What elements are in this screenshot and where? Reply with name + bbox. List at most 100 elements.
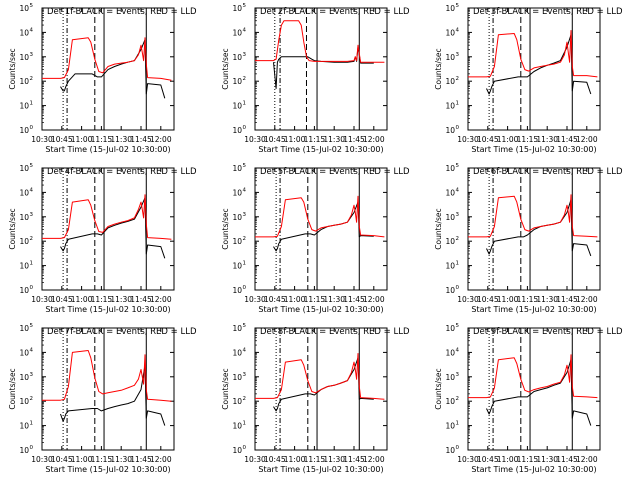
y-tick-label: 105	[19, 323, 33, 333]
x-tick-label: 11:45	[130, 135, 152, 144]
y-tick-exponent: 5	[30, 163, 34, 169]
series-line-lld	[255, 353, 385, 400]
y-tick-label: 105	[232, 3, 246, 13]
series-line-lld	[468, 354, 598, 399]
y-tick-exponent: 0	[30, 445, 34, 451]
y-tick-label: 104	[19, 27, 33, 37]
y-tick-exponent: 5	[243, 163, 247, 169]
y-tick-exponent: 2	[456, 76, 460, 82]
y-tick-label: 103	[19, 52, 33, 62]
series-line-lld	[255, 195, 385, 238]
y-tick-exponent: 0	[456, 285, 460, 291]
y-tick-exponent: 5	[456, 323, 460, 329]
chart-title: Det 3f-BLACK = Events, RED = LLD	[473, 7, 623, 17]
x-tick-label: 11:45	[556, 135, 578, 144]
series-line-lld	[468, 194, 598, 238]
x-axis-label: Start Time (15-Jul-02 10:30:00)	[258, 305, 383, 314]
x-tick-label: 11:15	[304, 135, 326, 144]
y-tick-label: 104	[445, 347, 459, 357]
y-tick-exponent: 5	[30, 3, 34, 9]
y-axis-label: Counts/sec	[8, 208, 17, 249]
x-tick-label: 11:15	[304, 455, 326, 464]
chart-title: Det 8f-BLACK = Events, RED = LLD	[260, 327, 410, 337]
x-tick-label: 10:30	[31, 455, 53, 464]
x-tick-label: 10:30	[244, 455, 266, 464]
series-line-lld	[42, 350, 172, 402]
chart-title: Det 9f-BLACK = Events, RED = LLD	[473, 327, 623, 337]
y-tick-exponent: 5	[243, 3, 247, 9]
x-tick-label: 11:30	[323, 455, 345, 464]
y-tick-label: 104	[19, 347, 33, 357]
y-tick-exponent: 5	[456, 163, 460, 169]
y-tick-label: 102	[19, 236, 33, 246]
y-tick-label: 101	[445, 261, 459, 271]
x-tick-label: 11:30	[110, 455, 132, 464]
x-tick-label: 10:30	[244, 295, 266, 304]
y-tick-exponent: 4	[456, 187, 460, 193]
chart-panel-9: 10:3010:4511:0011:1511:3011:4512:0010010…	[434, 323, 623, 474]
y-tick-label: 101	[232, 261, 246, 271]
y-axis-label: Counts/sec	[221, 368, 230, 409]
y-tick-label: 100	[445, 445, 459, 455]
x-tick-label: 11:45	[343, 295, 365, 304]
plot-frame	[41, 167, 175, 291]
y-tick-exponent: 2	[456, 236, 460, 242]
y-tick-label: 100	[19, 445, 33, 455]
x-tick-label: 11:30	[536, 455, 558, 464]
x-axis-label: Start Time (15-Jul-02 10:30:00)	[45, 145, 170, 154]
x-tick-label: 11:00	[284, 135, 306, 144]
y-tick-label: 100	[445, 125, 459, 135]
y-tick-exponent: 3	[243, 212, 247, 218]
chart-title: Det 4f-BLACK = Events, RED = LLD	[47, 167, 197, 177]
y-tick-exponent: 5	[243, 323, 247, 329]
y-tick-label: 103	[232, 52, 246, 62]
y-tick-label: 100	[19, 125, 33, 135]
series-line-events	[60, 197, 166, 259]
chart-panel-2: 10:3010:4511:0011:1511:3011:4512:0010010…	[221, 3, 410, 154]
y-tick-exponent: 0	[456, 125, 460, 131]
x-tick-label: 11:30	[110, 135, 132, 144]
y-tick-exponent: 3	[456, 52, 460, 58]
x-tick-label: 11:00	[71, 295, 93, 304]
y-tick-label: 102	[232, 76, 246, 86]
plot-frame	[254, 327, 388, 451]
x-tick-label: 10:45	[477, 135, 499, 144]
x-tick-label: 10:30	[457, 455, 479, 464]
x-tick-label: 11:30	[323, 135, 345, 144]
x-tick-label: 12:00	[363, 135, 385, 144]
x-tick-label: 11:45	[343, 135, 365, 144]
x-tick-label: 11:45	[130, 455, 152, 464]
x-tick-label: 11:00	[71, 135, 93, 144]
chart-title: Det 2f-BLACK = Events, RED = LLD	[260, 7, 410, 17]
x-tick-label: 11:15	[91, 295, 113, 304]
y-axis-label: Counts/sec	[221, 208, 230, 249]
y-tick-label: 104	[232, 187, 246, 197]
y-tick-exponent: 3	[243, 372, 247, 378]
x-tick-label: 12:00	[363, 455, 385, 464]
y-tick-label: 101	[232, 101, 246, 111]
x-tick-label: 11:15	[304, 295, 326, 304]
x-tick-label: 11:15	[517, 295, 539, 304]
series-line-events	[60, 39, 166, 99]
x-tick-label: 12:00	[150, 295, 172, 304]
chart-title: Det 5f-BLACK = Events, RED = LLD	[260, 167, 410, 177]
y-tick-label: 101	[445, 101, 459, 111]
plot-frame	[467, 7, 601, 131]
y-tick-exponent: 4	[456, 347, 460, 353]
y-tick-label: 104	[232, 347, 246, 357]
x-tick-label: 12:00	[363, 295, 385, 304]
y-tick-exponent: 3	[456, 372, 460, 378]
y-tick-exponent: 1	[243, 421, 247, 427]
y-tick-exponent: 0	[30, 125, 34, 131]
y-axis-label: Counts/sec	[8, 48, 17, 89]
y-tick-exponent: 1	[30, 101, 34, 107]
y-tick-exponent: 2	[243, 76, 247, 82]
series-line-events	[60, 364, 166, 426]
y-tick-exponent: 0	[243, 285, 247, 291]
chart-panel-3: 10:3010:4511:0011:1511:3011:4512:0010010…	[434, 3, 623, 154]
y-tick-exponent: 3	[30, 52, 34, 58]
x-tick-label: 10:30	[244, 135, 266, 144]
x-tick-label: 11:00	[284, 455, 306, 464]
y-tick-label: 101	[232, 421, 246, 431]
series-line-lld	[42, 37, 172, 81]
